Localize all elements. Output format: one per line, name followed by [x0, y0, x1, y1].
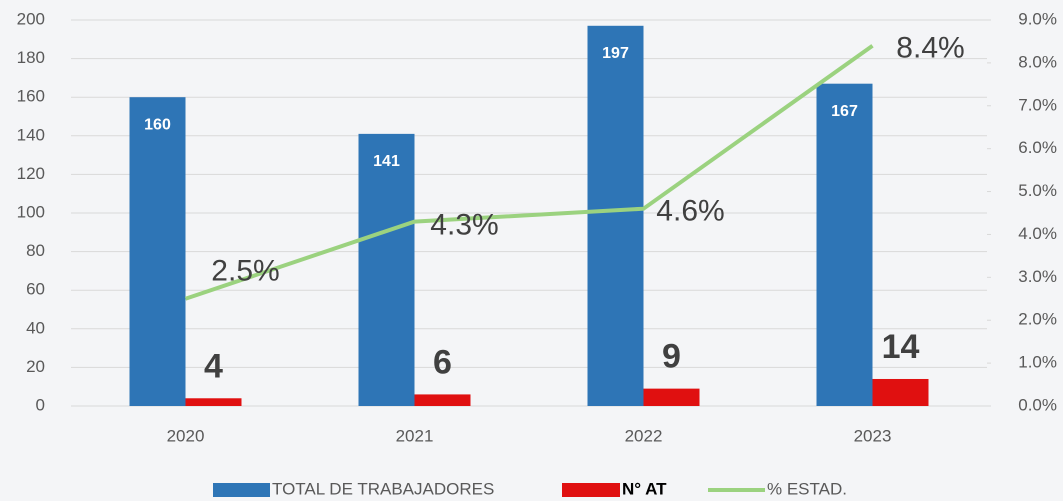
y2-tick-label: 1.0% — [1018, 353, 1057, 372]
y-tick-label: 100 — [17, 202, 45, 221]
bar — [816, 83, 873, 406]
x-tick-label: 2022 — [625, 426, 663, 445]
y2-tick-label: 0.0% — [1018, 395, 1057, 414]
line-value-label: 8.4% — [896, 32, 964, 65]
bar — [643, 388, 700, 406]
y2-tick-label: 6.0% — [1018, 138, 1057, 157]
bar-value-label: 167 — [831, 103, 858, 120]
bar-value-label: 14 — [882, 328, 920, 366]
bar — [358, 133, 415, 406]
bar-value-label: 197 — [602, 45, 629, 62]
bar — [129, 97, 186, 406]
y-tick-label: 200 — [17, 9, 45, 28]
bar-value-label: 4 — [204, 347, 223, 385]
bar-value-label: 6 — [433, 343, 452, 381]
bar — [185, 398, 242, 406]
bar-value-label: 141 — [373, 153, 400, 170]
y2-tick-label: 4.0% — [1018, 224, 1057, 243]
y-tick-label: 40 — [26, 318, 45, 337]
bar — [872, 378, 929, 406]
line-value-label: 2.5% — [211, 255, 279, 288]
legend-label: % ESTAD. — [767, 479, 847, 498]
y2-tick-label: 3.0% — [1018, 267, 1057, 286]
bar — [414, 394, 471, 406]
y-tick-label: 0 — [36, 395, 45, 414]
x-tick-label: 2021 — [396, 426, 434, 445]
y-tick-label: 80 — [26, 241, 45, 260]
x-tick-label: 2020 — [167, 426, 205, 445]
line-value-label: 4.6% — [656, 195, 724, 228]
y2-tick-label: 8.0% — [1018, 52, 1057, 71]
legend-label: N° AT — [622, 479, 667, 498]
y-tick-label: 160 — [17, 87, 45, 106]
bar-value-label: 160 — [144, 116, 171, 133]
bar-value-label: 9 — [662, 338, 681, 376]
y-tick-label: 20 — [26, 357, 45, 376]
x-tick-label: 2023 — [854, 426, 892, 445]
bar — [587, 25, 644, 406]
y2-tick-label: 9.0% — [1018, 9, 1057, 28]
legend-label: TOTAL DE TRABAJADORES — [272, 479, 494, 498]
line-value-label: 4.3% — [430, 208, 498, 241]
y2-tick-label: 7.0% — [1018, 95, 1057, 114]
y-tick-label: 140 — [17, 125, 45, 144]
legend-swatch — [213, 483, 270, 497]
y2-tick-label: 5.0% — [1018, 181, 1057, 200]
line — [184, 44, 874, 301]
y-tick-label: 180 — [17, 48, 45, 67]
y-tick-label: 120 — [17, 164, 45, 183]
y2-tick-label: 2.0% — [1018, 310, 1057, 329]
y-tick-label: 60 — [26, 280, 45, 299]
legend-swatch — [562, 483, 620, 497]
